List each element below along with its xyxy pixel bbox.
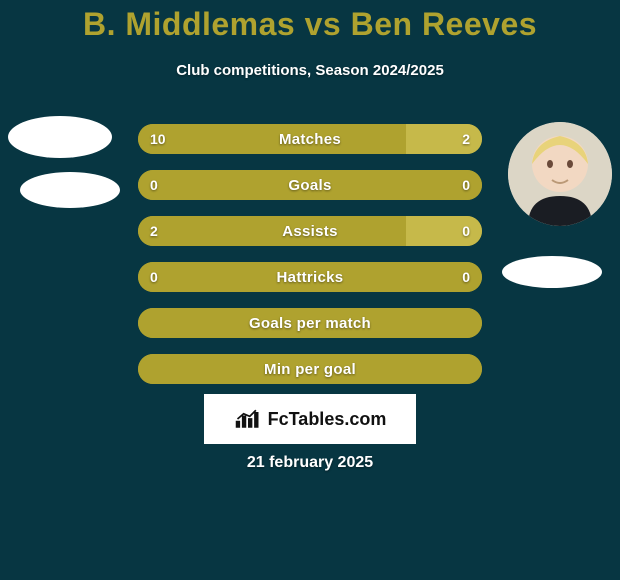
stat-row: 0 0 Hattricks bbox=[138, 262, 482, 292]
player-right-avatar bbox=[508, 122, 612, 226]
date-label: 21 february 2025 bbox=[0, 454, 620, 472]
subtitle: Club competitions, Season 2024/2025 bbox=[0, 62, 620, 79]
stat-label: Assists bbox=[282, 223, 337, 240]
stat-fill-left bbox=[138, 124, 406, 154]
stat-value-right: 2 bbox=[462, 131, 470, 147]
player-left-shadow bbox=[20, 172, 120, 208]
stat-value-left: 10 bbox=[150, 131, 166, 147]
stat-value-left: 0 bbox=[150, 177, 158, 193]
bars-icon bbox=[234, 408, 262, 430]
stat-row: Min per goal bbox=[138, 354, 482, 384]
stat-fill-left bbox=[138, 216, 406, 246]
stat-row: 2 0 Assists bbox=[138, 216, 482, 246]
stat-value-left: 2 bbox=[150, 223, 158, 239]
page-title: B. Middlemas vs Ben Reeves bbox=[0, 6, 620, 43]
stat-row: 0 0 Goals bbox=[138, 170, 482, 200]
stat-label: Goals bbox=[288, 177, 331, 194]
stat-bars: 10 2 Matches 0 0 Goals 2 0 Assists 0 0 Hattricks Goa… bbox=[138, 124, 482, 400]
stat-label: Goals per match bbox=[249, 315, 371, 332]
stat-row: Goals per match bbox=[138, 308, 482, 338]
stat-value-left: 0 bbox=[150, 269, 158, 285]
stat-value-right: 0 bbox=[462, 177, 470, 193]
stat-fill-right bbox=[406, 124, 482, 154]
logo-text: FcTables.com bbox=[268, 409, 387, 430]
fctables-logo: FcTables.com bbox=[204, 394, 416, 444]
stat-value-right: 0 bbox=[462, 223, 470, 239]
stat-label: Hattricks bbox=[277, 269, 344, 286]
avatar-face-icon bbox=[508, 122, 612, 226]
stat-row: 10 2 Matches bbox=[138, 124, 482, 154]
stat-label: Matches bbox=[279, 131, 341, 148]
player-right-shadow bbox=[502, 256, 602, 288]
comparison-card: B. Middlemas vs Ben Reeves Club competit… bbox=[0, 0, 620, 580]
stat-label: Min per goal bbox=[264, 361, 356, 378]
stat-value-right: 0 bbox=[462, 269, 470, 285]
stat-fill-right bbox=[406, 216, 482, 246]
player-left-avatar-placeholder bbox=[8, 116, 112, 158]
